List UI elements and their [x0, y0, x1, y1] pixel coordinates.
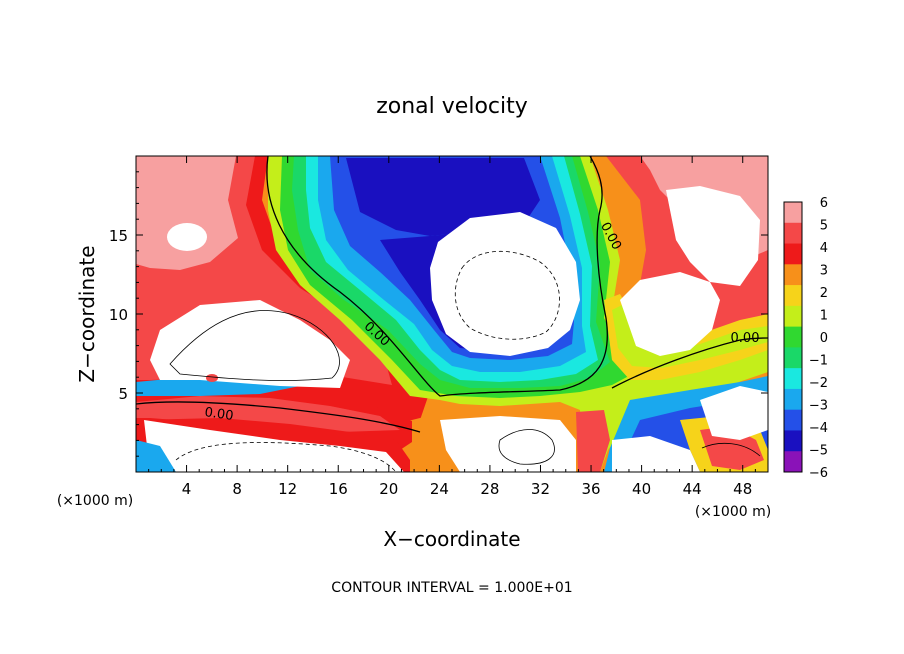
y-tick-label: 15: [109, 227, 128, 245]
colorbar-swatch: [784, 202, 802, 224]
white-left-top-blob: [167, 223, 207, 251]
white-bottom-middle: [440, 416, 576, 472]
colorbar-label: 5: [820, 219, 828, 234]
white-right-bottom: [612, 436, 700, 472]
velocity-field: 0.000.000.000.00: [136, 156, 768, 472]
colorbar-label: −4: [809, 421, 828, 436]
x-tick-label: 44: [683, 480, 702, 498]
x-units-left: (×1000 m): [57, 493, 133, 509]
colorbar-swatch: [784, 285, 802, 307]
x-tick-label: 12: [278, 480, 297, 498]
blue-bottom-left-edge: [136, 440, 176, 472]
colorbar-label: 6: [820, 196, 828, 211]
x-tick-label: 40: [632, 480, 651, 498]
x-tick-label: 36: [581, 480, 600, 498]
x-tick-label: 28: [480, 480, 499, 498]
contour-zero-main: [266, 156, 608, 397]
left-center-small-blob: [206, 374, 218, 382]
x-axis-label: X−coordinate: [383, 527, 520, 551]
warm-lower-band-core: [136, 396, 400, 432]
colorbar-label: 2: [820, 286, 828, 301]
contour-lower-left-dashed: [175, 442, 397, 472]
colorbar-swatch: [784, 430, 802, 452]
colorbar-swatch: [784, 222, 802, 245]
pink-left-top: [136, 156, 238, 270]
y-tick-label: 5: [118, 385, 128, 403]
colorbar-label: −6: [809, 466, 828, 481]
contour-zero-lower: [136, 401, 421, 433]
contour-interval-note: CONTOUR INTERVAL = 1.000E+01: [331, 580, 572, 596]
colorbar: 6 5 4 3 2 1 0 −1 −2 −3 −4 −5 −6: [783, 196, 828, 481]
colorbar-label: 4: [820, 241, 828, 256]
colorbar-swatch: [784, 368, 802, 390]
white-bottom-left: [144, 420, 404, 472]
x-tick-label: 4: [182, 480, 192, 498]
white-right-middle: [620, 272, 720, 356]
colorbar-swatch: [784, 347, 802, 369]
x-axis: 4 8 12 16 20 24 28 32 36 40 44 48: [148, 156, 756, 498]
white-right-top: [666, 186, 760, 286]
y-axis-label: Z−coordinate: [75, 245, 99, 382]
colorbar-label: 0: [820, 331, 828, 346]
x-tick-label: 8: [232, 480, 242, 498]
warm-bottom-middle-right: [576, 410, 610, 472]
colorbar-swatch: [784, 264, 802, 286]
contour-bottom-middle: [498, 429, 555, 465]
colorbar-label: −1: [809, 354, 828, 369]
colorbar-swatch: [784, 388, 802, 411]
x-tick-label: 20: [379, 480, 398, 498]
colorbar-label: −3: [809, 399, 828, 414]
contour-zero-right: [611, 337, 768, 389]
chart-title: zonal velocity: [376, 94, 528, 119]
x-tick-label: 32: [531, 480, 550, 498]
contour-central-dashed: [454, 251, 560, 340]
x-tick-label: 48: [733, 480, 752, 498]
colorbar-swatch: [784, 326, 802, 348]
colorbar-swatch: [784, 409, 802, 431]
central-white-hole: [430, 212, 580, 356]
x-units-right: (×1000 m): [695, 504, 771, 520]
x-tick-label: 16: [329, 480, 348, 498]
colorbar-frame: [783, 201, 803, 473]
contour-label-lower-left: 0.00: [204, 405, 235, 424]
colorbar-label: −2: [809, 376, 828, 391]
contour-lower-right: [701, 443, 761, 457]
colorbar-swatch: [784, 243, 802, 265]
colorbar-label: 3: [820, 264, 828, 279]
contour-label-right: 0.00: [731, 331, 760, 346]
y-axis: 5 10 15: [109, 171, 768, 457]
white-right-lower: [700, 386, 768, 440]
white-left-center: [150, 300, 350, 388]
x-tick-label: 24: [430, 480, 449, 498]
colorbar-swatch: [784, 305, 802, 328]
y-tick-label: 10: [109, 306, 128, 324]
contour-left-closed: [169, 310, 340, 381]
colorbar-swatch: [784, 451, 802, 473]
colorbar-label: 1: [820, 309, 828, 324]
colorbar-label: −5: [809, 444, 828, 459]
